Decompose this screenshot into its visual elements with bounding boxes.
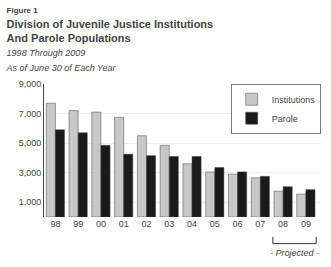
svg-text:5,000: 5,000 xyxy=(19,138,42,148)
svg-text:06: 06 xyxy=(233,219,243,229)
svg-text:00: 00 xyxy=(96,219,106,229)
svg-text:Figure 1Division of Juvenile J: Figure 1Division of Juvenile Justice Ins… xyxy=(6,6,214,72)
svg-text:05: 05 xyxy=(210,219,220,229)
svg-text:7,000: 7,000 xyxy=(19,109,42,119)
svg-text:3,000: 3,000 xyxy=(19,168,42,178)
svg-text:99: 99 xyxy=(73,219,83,229)
svg-text:08: 08 xyxy=(278,219,288,229)
svg-text:- Projected -: - Projected - xyxy=(270,248,319,258)
svg-text:Institutions: Institutions xyxy=(272,95,316,105)
svg-text:Parole: Parole xyxy=(272,114,298,124)
svg-text:9,000: 9,000 xyxy=(19,79,42,89)
svg-text:03: 03 xyxy=(164,219,174,229)
svg-text:01: 01 xyxy=(119,219,129,229)
svg-text:98: 98 xyxy=(50,219,60,229)
svg-text:09: 09 xyxy=(301,219,311,229)
svg-text:04: 04 xyxy=(187,219,197,229)
svg-text:07: 07 xyxy=(255,219,265,229)
svg-text:02: 02 xyxy=(141,219,151,229)
svg-text:1,000: 1,000 xyxy=(19,197,42,207)
